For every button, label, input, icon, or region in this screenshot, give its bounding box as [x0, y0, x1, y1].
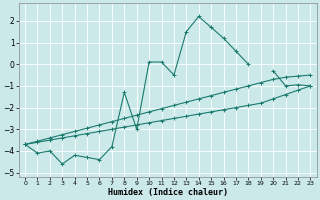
- X-axis label: Humidex (Indice chaleur): Humidex (Indice chaleur): [108, 188, 228, 197]
